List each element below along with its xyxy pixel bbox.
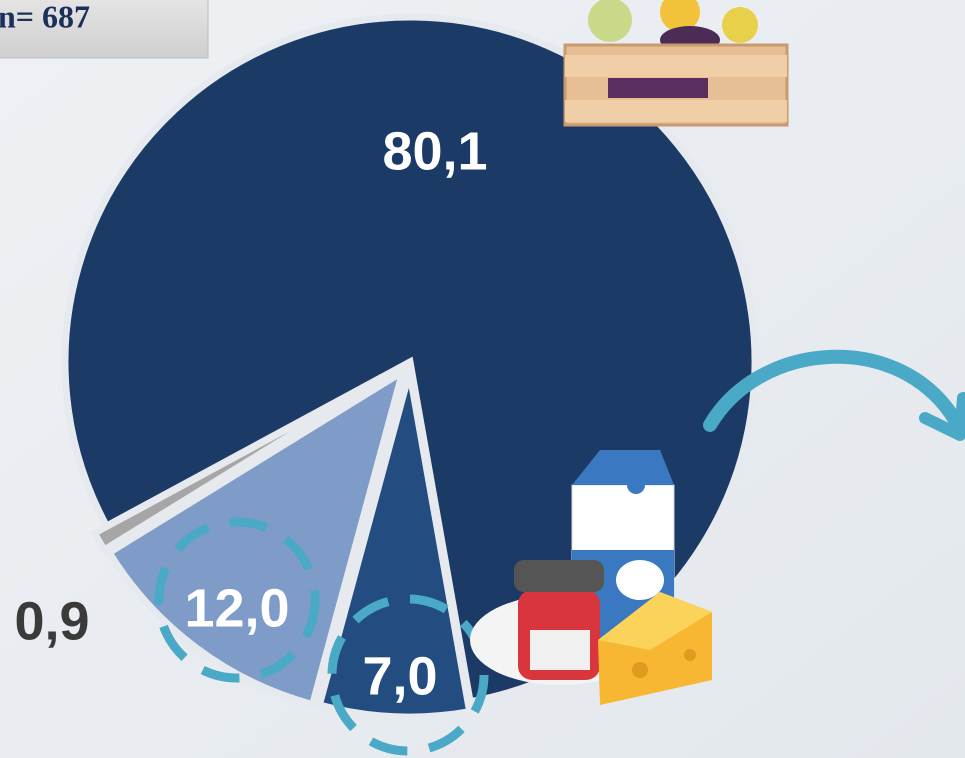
dashed-ring xyxy=(154,517,320,683)
pie-slice xyxy=(89,365,400,555)
crate-icon xyxy=(563,0,789,127)
dashed-ring xyxy=(327,594,489,756)
arrow xyxy=(703,349,962,432)
data-label: 80,1 xyxy=(382,121,487,181)
pie-slice xyxy=(315,371,474,721)
pie-slice xyxy=(104,363,409,709)
arrow-head xyxy=(919,392,965,441)
data-label: 12,0 xyxy=(184,578,289,638)
annotation-box xyxy=(0,0,209,59)
annotation: n= 687 xyxy=(0,0,90,34)
data-label: 7,0 xyxy=(362,646,437,706)
food-icon xyxy=(470,450,712,705)
data-label: 0,9 xyxy=(14,591,89,651)
